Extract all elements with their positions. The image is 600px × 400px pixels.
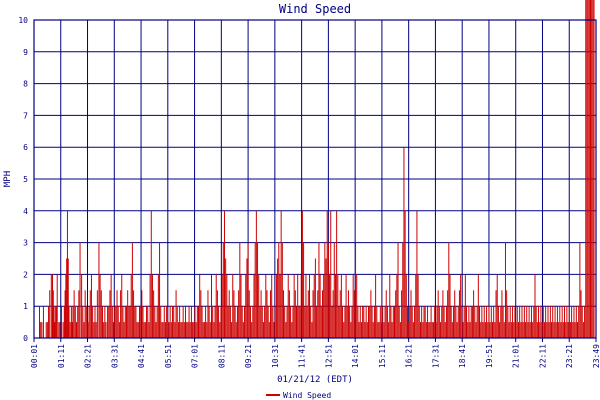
y-tick-label: 2 xyxy=(23,270,28,279)
y-tick-label: 6 xyxy=(23,143,28,152)
y-tick-label: 3 xyxy=(23,239,28,248)
x-tick-label: 11:41 xyxy=(298,344,307,368)
x-tick-label: 09:21 xyxy=(244,344,253,368)
x-tick-label: 10:31 xyxy=(271,344,280,368)
y-tick-label: 8 xyxy=(23,80,28,89)
x-tick-label: 15:11 xyxy=(378,344,387,368)
y-tick-label: 7 xyxy=(23,111,28,120)
x-tick-label: 07:01 xyxy=(191,344,200,368)
wind-speed-bars xyxy=(39,0,595,338)
x-tick-label: 02:21 xyxy=(84,344,93,368)
y-tick-label: 5 xyxy=(23,175,28,184)
x-tick-label: 23:49 xyxy=(592,344,600,368)
x-tick-label: 17:31 xyxy=(431,344,440,368)
x-tick-label: 00:01 xyxy=(30,344,39,368)
x-tick-label: 05:51 xyxy=(164,344,173,368)
y-tick-label: 4 xyxy=(23,207,28,216)
x-tick-label: 19:51 xyxy=(485,344,494,368)
x-tick-label: 08:11 xyxy=(217,344,226,368)
x-tick-label: 14:01 xyxy=(351,344,360,368)
x-axis-label: 01/21/12 (EDT) xyxy=(277,375,353,385)
x-tick-label: 18:41 xyxy=(458,344,467,368)
plot-frame xyxy=(33,19,597,339)
y-tick-label: 9 xyxy=(23,48,28,57)
chart-title: Wind Speed xyxy=(279,2,351,16)
legend-label: Wind Speed xyxy=(283,391,331,400)
x-tick-label: 16:21 xyxy=(405,344,414,368)
y-tick-label: 1 xyxy=(23,302,28,311)
plot-grid xyxy=(34,20,596,338)
x-tick-label: 04:41 xyxy=(137,344,146,368)
x-tick-label: 03:31 xyxy=(110,344,119,368)
y-tick-label: 10 xyxy=(18,16,28,25)
x-tick-label: 23:21 xyxy=(565,344,574,368)
y-axis-label: MPH xyxy=(3,171,13,187)
x-tick-label: 21:01 xyxy=(512,344,521,368)
x-tick-label: 12:51 xyxy=(324,344,333,368)
x-tick-label: 01:11 xyxy=(57,344,66,368)
y-axis-ticks: 0 1 2 3 4 5 6 7 8 9 10 xyxy=(18,16,28,343)
x-tick-label: 22:11 xyxy=(538,344,547,368)
y-tick-label: 0 xyxy=(23,334,28,343)
x-axis-ticks: 00:01 01:11 02:21 03:31 04:41 05:51 07:01 08:11… xyxy=(30,338,600,368)
